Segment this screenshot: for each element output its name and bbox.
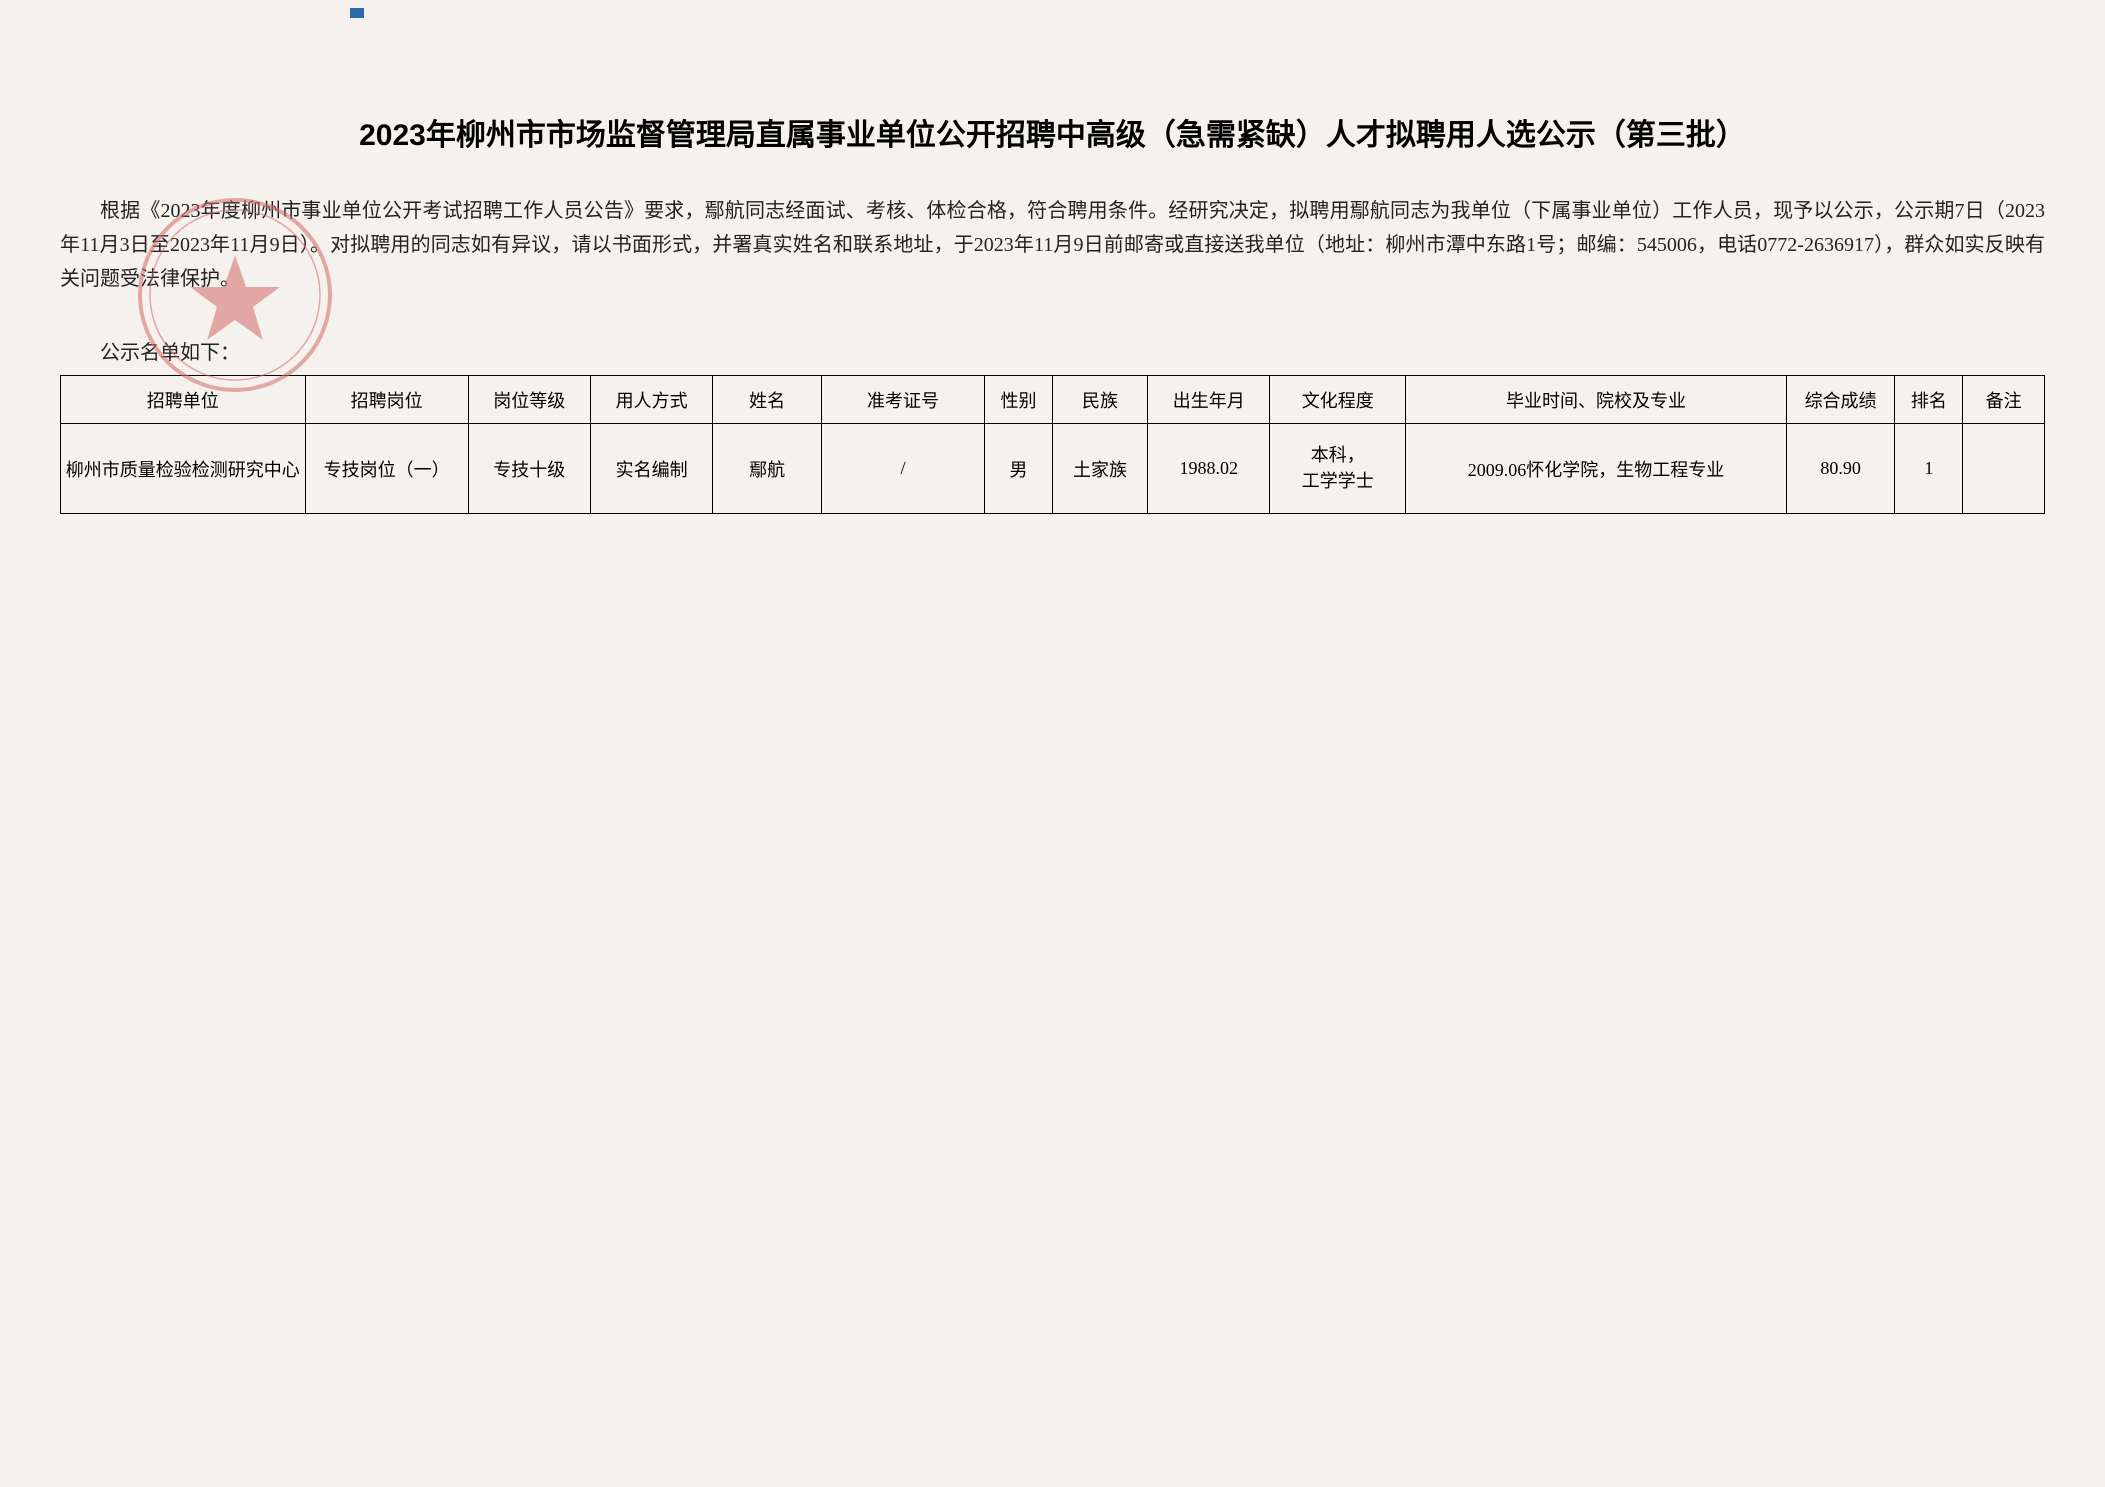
document-title: 2023年柳州市市场监督管理局直属事业单位公开招聘中高级（急需紧缺）人才拟聘用人… [60, 110, 2045, 154]
cell-unit: 柳州市质量检验检测研究中心 [61, 424, 306, 514]
cell-grade: 专技十级 [468, 424, 590, 514]
cell-exam-no: / [821, 424, 984, 514]
cell-education-line2: 工学学士 [1302, 471, 1374, 491]
cell-education-line1: 本科， [1311, 445, 1365, 465]
document-body-paragraph: 根据《2023年度柳州市事业单位公开考试招聘工作人员公告》要求，鄢航同志经面试、… [60, 194, 2045, 296]
header-method: 用人方式 [590, 376, 712, 424]
cell-rank: 1 [1895, 424, 1963, 514]
cell-name: 鄢航 [713, 424, 822, 514]
table-header-row: 招聘单位 招聘岗位 岗位等级 用人方式 姓名 准考证号 性别 民族 出生年月 文… [61, 376, 2045, 424]
cell-birth: 1988.02 [1148, 424, 1270, 514]
header-exam-no: 准考证号 [821, 376, 984, 424]
header-position: 招聘岗位 [305, 376, 468, 424]
header-ethnic: 民族 [1052, 376, 1147, 424]
header-unit: 招聘单位 [61, 376, 306, 424]
cell-ethnic: 土家族 [1052, 424, 1147, 514]
cell-gender: 男 [985, 424, 1053, 514]
candidates-table: 招聘单位 招聘岗位 岗位等级 用人方式 姓名 准考证号 性别 民族 出生年月 文… [60, 375, 2045, 514]
cell-education: 本科， 工学学士 [1270, 424, 1406, 514]
cell-method: 实名编制 [590, 424, 712, 514]
table-row: 柳州市质量检验检测研究中心 专技岗位（一） 专技十级 实名编制 鄢航 / 男 土… [61, 424, 2045, 514]
cell-position: 专技岗位（一） [305, 424, 468, 514]
header-rank: 排名 [1895, 376, 1963, 424]
header-birth: 出生年月 [1148, 376, 1270, 424]
header-score: 综合成绩 [1786, 376, 1895, 424]
header-note: 备注 [1963, 376, 2045, 424]
header-name: 姓名 [713, 376, 822, 424]
header-grade: 岗位等级 [468, 376, 590, 424]
cell-score: 80.90 [1786, 424, 1895, 514]
list-intro-label: 公示名单如下： [60, 336, 2045, 365]
cell-note [1963, 424, 2045, 514]
header-education: 文化程度 [1270, 376, 1406, 424]
header-school: 毕业时间、院校及专业 [1406, 376, 1786, 424]
header-gender: 性别 [985, 376, 1053, 424]
document-page: 2023年柳州市市场监督管理局直属事业单位公开招聘中高级（急需紧缺）人才拟聘用人… [0, 0, 2105, 514]
cell-school: 2009.06怀化学院，生物工程专业 [1406, 424, 1786, 514]
